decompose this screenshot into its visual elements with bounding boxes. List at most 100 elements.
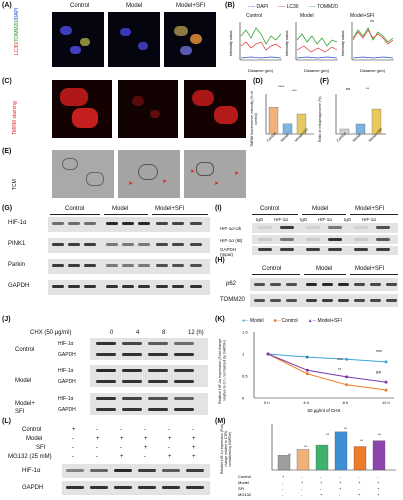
i-blot-gapdh [252, 246, 398, 255]
h-band [306, 283, 317, 286]
h-band [322, 283, 333, 286]
k-ylabel: Relative HIF-1α expression (Fold change … [218, 338, 227, 404]
g-underline-control [50, 214, 100, 215]
h-band [270, 299, 281, 302]
c-image-control [52, 80, 112, 138]
l-band [90, 486, 108, 489]
l-band [162, 469, 180, 472]
j-band [96, 342, 116, 345]
panel-label-h: (H) [215, 257, 225, 264]
l-row-model: Model [26, 436, 43, 442]
g-band [190, 285, 202, 288]
l-row-mg132: MG132 (25 mM) [8, 454, 52, 460]
g-band [84, 264, 96, 267]
h-band [354, 299, 365, 302]
m-mark: - [282, 486, 284, 491]
b-plot-model-sfi [351, 22, 394, 61]
b-legend-lc3: ── LC3II [278, 4, 299, 10]
h-col-model: Model [316, 266, 333, 272]
i-band [280, 248, 294, 251]
j-band [148, 342, 168, 345]
k-point [305, 368, 309, 372]
g-row-parkin: Parkin [8, 262, 26, 268]
m-mark: + [377, 492, 380, 497]
panel-label-k: (K) [215, 316, 225, 323]
panel-label-l: (L) [2, 418, 11, 425]
j-band [96, 408, 116, 411]
l-band [114, 469, 132, 472]
g-band [190, 222, 202, 225]
a-image-control [52, 12, 104, 67]
g-band [106, 243, 118, 246]
l-mark: - [120, 445, 122, 451]
b-legend-dapi: ── DAPI [248, 4, 269, 10]
k-line-chart: 0 0.5 1 1.5 0 h 4 h 8 h 12 h 50 μg/ml of CHX *… [242, 330, 394, 413]
d-cat-1: Control [266, 132, 277, 143]
j-time-0: 0 [110, 330, 114, 336]
j-group-model: Model [15, 378, 32, 384]
g-band [190, 243, 202, 246]
i-col-igg-3: IgG [344, 217, 352, 222]
i-col-hif-1: HIF-1α [274, 217, 288, 222]
f-bar-3 [371, 108, 382, 135]
j-band [174, 408, 194, 411]
h-band [322, 299, 333, 302]
l-mark: - [144, 454, 146, 460]
l-mark: + [96, 436, 100, 442]
g-band [52, 243, 64, 246]
k-point [384, 380, 388, 384]
l-band [90, 469, 108, 472]
g-band [52, 264, 64, 267]
b-ylabel-3: Intensity value [340, 30, 345, 56]
j-row-gapdh-3: GAPDH [58, 407, 76, 413]
g-band [84, 243, 96, 246]
m-mark: - [282, 480, 284, 485]
g-row-pink1: PINK1 [8, 241, 26, 247]
j-band [148, 353, 168, 356]
c-image-model-sfi [184, 80, 246, 138]
k-ytick: 0.5 [242, 374, 248, 379]
l-mark: + [120, 436, 124, 442]
m-sig: ** [304, 444, 308, 449]
l-mark: + [144, 436, 148, 442]
d-bar-3 [296, 113, 307, 135]
e-image-control [52, 150, 114, 198]
j-band [122, 369, 142, 372]
i-band [258, 226, 272, 229]
k-legend: ●─ Model ■─ Control ▲─ Model+SFI [242, 318, 342, 324]
a-image-model [108, 12, 160, 67]
m-bar-4 [334, 431, 348, 471]
panel-label-g: (G) [2, 205, 13, 212]
i-col-model-sfi: Model+SFI [355, 206, 385, 212]
g-band [138, 222, 150, 225]
k-sig-1: *** [376, 350, 382, 356]
f-sig-1: ns [346, 86, 350, 91]
b-plot-control [239, 22, 282, 61]
panel-label-b: (B) [225, 2, 235, 9]
g-band [106, 222, 118, 225]
f-cat-2: Model [352, 133, 362, 143]
g-underline-model-sfi [152, 214, 208, 215]
f-ylabel: Ratio of mitophagosome (%) [318, 96, 322, 143]
h-band [286, 283, 297, 286]
m-bar-chart: ************ Control Model SFI MG132 + - -… [238, 424, 396, 497]
g-band [52, 285, 64, 288]
h-band [386, 299, 397, 302]
g-band [156, 243, 168, 246]
b-ylabel-2: Intensity value [284, 30, 289, 56]
i-col-igg-1: IgG [256, 217, 264, 222]
d-bar-chart: **** *** Control Model Model+SFI [265, 84, 314, 143]
l-mark: - [192, 427, 194, 433]
k-xtick: 12 h [382, 400, 390, 405]
h-band [338, 283, 349, 286]
m-bar-3 [315, 444, 329, 471]
k-xtick: 4 h [303, 400, 309, 405]
g-row-gapdh: GAPDH [8, 283, 30, 289]
j-time-4: 4 [136, 330, 140, 336]
m-mark: - [358, 486, 360, 491]
j-time-8: 8 [162, 330, 166, 336]
a-ylabel: LC3II/TOMM20/DAPI [14, 7, 20, 55]
g-band [84, 222, 96, 225]
m-bar-2 [296, 449, 310, 471]
k-series-line-1 [267, 353, 387, 391]
